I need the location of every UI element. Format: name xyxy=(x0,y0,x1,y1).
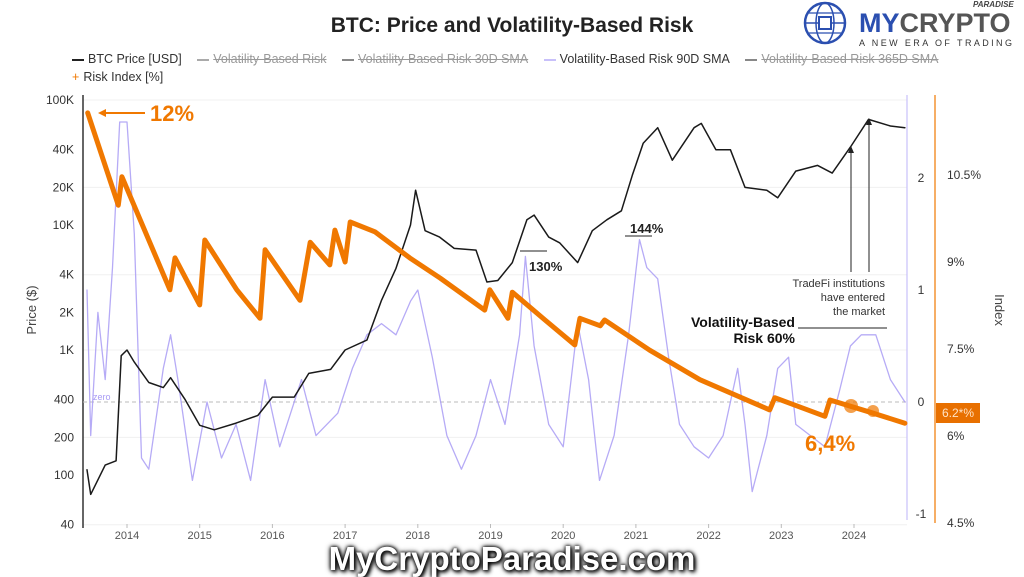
y-left-tick: 100 xyxy=(54,468,74,482)
vol-risk-label-1: Volatility-Based xyxy=(691,314,795,330)
marker-dot xyxy=(844,399,858,413)
current-value-text: 6.2*% xyxy=(942,406,974,420)
y-left-label: Price ($) xyxy=(24,285,39,334)
end-risk-label: 6,4% xyxy=(805,431,855,456)
legend-item-vol-365d[interactable]: Volatility-Based Risk 365D SMA xyxy=(745,52,939,66)
legend-item-risk-index[interactable]: + Risk Index [%] xyxy=(72,70,164,84)
y-right-tick: 10.5% xyxy=(947,168,981,182)
y-left-tick: 4K xyxy=(59,268,74,282)
y-right-tick: 4.5% xyxy=(947,516,975,530)
legend-item-vol-risk[interactable]: Volatility-Based Risk xyxy=(197,52,327,66)
vol-risk-label-2: Risk 60% xyxy=(734,330,796,346)
x-tick: 2016 xyxy=(260,530,284,542)
x-tick: 2021 xyxy=(624,530,648,542)
series-line-risk-index- xyxy=(85,110,908,426)
marker-dot xyxy=(867,405,879,417)
x-tick: 2014 xyxy=(115,530,139,542)
y-left-tick: 1K xyxy=(59,343,74,357)
series-line-btc-price-usd- xyxy=(86,118,906,496)
y-mid-tick: 0 xyxy=(918,395,925,409)
y-right-tick: 6% xyxy=(947,429,965,443)
legend-item-vol-30d[interactable]: Volatility-Based Risk 30D SMA xyxy=(341,52,528,66)
x-tick: 2018 xyxy=(406,530,430,542)
chart-title: BTC: Price and Volatility-Based Risk xyxy=(330,14,694,37)
x-tick: 2022 xyxy=(696,530,720,542)
y-left-tick: 20K xyxy=(53,180,74,194)
legend-item-vol-90d[interactable]: Volatility-Based Risk 90D SMA xyxy=(543,52,730,66)
arrow-head-icon xyxy=(98,109,106,117)
arrow-up-icon xyxy=(848,146,854,153)
y-right-label: Index xyxy=(992,294,1007,326)
globe-chip-icon xyxy=(803,1,847,45)
y-left-tick: 40 xyxy=(61,518,75,532)
tradefi-label-3: the market xyxy=(833,306,885,318)
y-left-tick: 100K xyxy=(46,93,74,107)
x-tick: 2023 xyxy=(769,530,793,542)
x-tick: 2017 xyxy=(333,530,357,542)
logo-sub: PARADISE xyxy=(973,0,1014,9)
watermark: MyCryptoParadise.com xyxy=(328,540,696,577)
tradefi-label-2: have entered xyxy=(821,292,885,304)
legend-item-btc[interactable]: BTC Price [USD] xyxy=(72,52,182,66)
arrow-up-icon xyxy=(866,118,872,125)
peak-2021-label: 144% xyxy=(630,221,664,236)
logo-tagline: A NEW ERA OF TRADING xyxy=(859,38,1015,48)
y-left-tick: 200 xyxy=(54,430,74,444)
series-line-volatility-based-risk-90d-sma xyxy=(86,121,906,493)
x-tick: 2019 xyxy=(478,530,502,542)
y-left-tick: 10K xyxy=(53,218,74,232)
y-mid-tick: -1 xyxy=(916,507,927,521)
legend: BTC Price [USD] Volatility-Based Risk Vo… xyxy=(72,50,951,86)
peak-2019-label: 130% xyxy=(529,259,563,274)
y-mid-tick: 2 xyxy=(918,171,925,185)
y-right-tick: 7.5% xyxy=(947,342,975,356)
y-right-tick: 9% xyxy=(947,255,965,269)
start-risk-label: 12% xyxy=(150,101,194,126)
current-value-badge xyxy=(936,403,980,423)
x-tick: 2020 xyxy=(551,530,575,542)
tradefi-label-1: TradeFi institutions xyxy=(792,278,885,290)
logo: MYCRYPTO PARADISE A NEW ERA OF TRADING xyxy=(795,0,1020,48)
y-mid-tick: 1 xyxy=(918,283,925,297)
logo-wordmark: MYCRYPTO xyxy=(859,8,1011,38)
x-tick: 2024 xyxy=(842,530,866,542)
x-tick: 2015 xyxy=(187,530,211,542)
y-left-tick: 400 xyxy=(54,393,74,407)
zero-label: zero xyxy=(93,392,111,402)
y-left-tick: 2K xyxy=(59,305,74,319)
y-left-tick: 40K xyxy=(53,143,74,157)
